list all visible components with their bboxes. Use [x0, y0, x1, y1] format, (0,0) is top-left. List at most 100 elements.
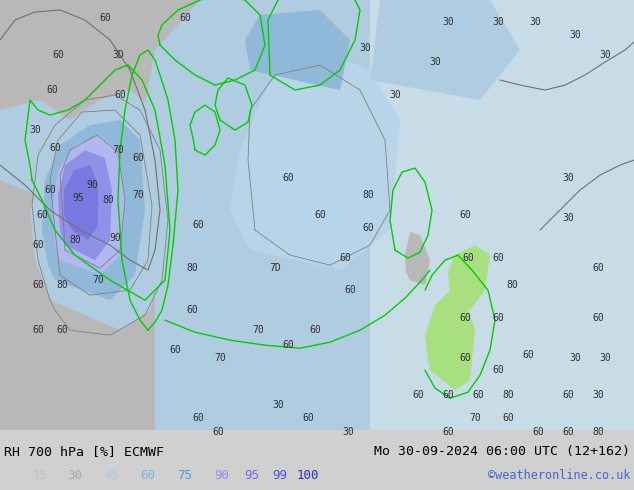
- Text: 60: 60: [562, 390, 574, 400]
- Text: 30: 30: [442, 17, 454, 27]
- Text: 60: 60: [459, 313, 471, 323]
- Text: 70: 70: [92, 275, 104, 285]
- Text: 60: 60: [492, 313, 504, 323]
- Text: 30: 30: [562, 173, 574, 183]
- Polygon shape: [30, 90, 170, 330]
- Text: 60: 60: [339, 253, 351, 263]
- Text: 90: 90: [109, 233, 121, 243]
- Text: 60: 60: [532, 427, 544, 437]
- Polygon shape: [245, 10, 350, 90]
- Text: 70: 70: [469, 413, 481, 423]
- Text: 45: 45: [105, 469, 119, 482]
- Text: 80: 80: [506, 280, 518, 290]
- Text: 60: 60: [522, 350, 534, 360]
- Polygon shape: [0, 0, 634, 430]
- Polygon shape: [140, 0, 370, 430]
- Text: 60: 60: [314, 210, 326, 220]
- Text: 60: 60: [592, 313, 604, 323]
- Text: 60: 60: [186, 305, 198, 315]
- Text: 30: 30: [569, 30, 581, 40]
- Text: 30: 30: [569, 353, 581, 363]
- Text: 80: 80: [102, 195, 114, 205]
- Text: 60: 60: [36, 210, 48, 220]
- Text: 7D: 7D: [269, 263, 281, 273]
- Text: 70: 70: [112, 145, 124, 155]
- Text: 60: 60: [99, 13, 111, 23]
- Text: 30: 30: [272, 400, 284, 410]
- Text: 30: 30: [389, 90, 401, 100]
- Text: 80: 80: [592, 427, 604, 437]
- Text: 80: 80: [362, 190, 374, 200]
- Text: 80: 80: [69, 235, 81, 245]
- Text: 30: 30: [429, 57, 441, 67]
- Text: 60: 60: [32, 325, 44, 335]
- Text: 60: 60: [459, 353, 471, 363]
- Text: 60: 60: [309, 325, 321, 335]
- Text: 60: 60: [442, 427, 454, 437]
- Text: 60: 60: [502, 413, 514, 423]
- Text: 15: 15: [32, 469, 48, 482]
- Text: 60: 60: [459, 210, 471, 220]
- Text: 60: 60: [141, 469, 155, 482]
- Text: 60: 60: [192, 220, 204, 230]
- Text: 60: 60: [492, 365, 504, 375]
- Text: 30: 30: [562, 213, 574, 223]
- Text: 60: 60: [212, 427, 224, 437]
- Text: 60: 60: [114, 90, 126, 100]
- Text: 60: 60: [344, 285, 356, 295]
- Polygon shape: [0, 100, 85, 200]
- Text: 60: 60: [412, 390, 424, 400]
- Text: 60: 60: [362, 223, 374, 233]
- Polygon shape: [370, 0, 634, 430]
- Polygon shape: [42, 120, 145, 300]
- Polygon shape: [52, 135, 125, 275]
- Text: 95: 95: [72, 193, 84, 203]
- Polygon shape: [405, 232, 430, 285]
- Text: 60: 60: [169, 345, 181, 355]
- Text: 70: 70: [252, 325, 264, 335]
- Text: RH 700 hPa [%] ECMWF: RH 700 hPa [%] ECMWF: [4, 445, 164, 458]
- Text: 30: 30: [529, 17, 541, 27]
- Text: 90: 90: [86, 180, 98, 190]
- Text: 60: 60: [46, 85, 58, 95]
- Polygon shape: [448, 245, 490, 310]
- Text: 60: 60: [282, 340, 294, 350]
- Polygon shape: [64, 165, 98, 240]
- Polygon shape: [370, 0, 520, 100]
- Text: 60: 60: [472, 390, 484, 400]
- Text: 99: 99: [273, 469, 287, 482]
- Text: 60: 60: [442, 390, 454, 400]
- Text: 30: 30: [29, 125, 41, 135]
- Text: 30: 30: [492, 17, 504, 27]
- Polygon shape: [230, 50, 400, 270]
- Text: 80: 80: [186, 263, 198, 273]
- Text: 60: 60: [302, 413, 314, 423]
- Text: 60: 60: [192, 413, 204, 423]
- Text: 80: 80: [502, 390, 514, 400]
- Text: 100: 100: [297, 469, 320, 482]
- Text: 60: 60: [56, 325, 68, 335]
- Text: 95: 95: [245, 469, 259, 482]
- Text: ©weatheronline.co.uk: ©weatheronline.co.uk: [488, 469, 630, 482]
- Text: 60: 60: [282, 173, 294, 183]
- Text: 60: 60: [179, 13, 191, 23]
- Text: 30: 30: [342, 427, 354, 437]
- Text: 30: 30: [599, 50, 611, 60]
- Text: 30: 30: [67, 469, 82, 482]
- Text: 3D: 3D: [112, 50, 124, 60]
- Text: 60: 60: [492, 253, 504, 263]
- Text: 60: 60: [32, 280, 44, 290]
- Text: 70: 70: [214, 353, 226, 363]
- Text: 60: 60: [32, 240, 44, 250]
- Text: 60: 60: [52, 50, 64, 60]
- Text: 60: 60: [44, 185, 56, 195]
- Text: 90: 90: [214, 469, 230, 482]
- Text: 60: 60: [592, 263, 604, 273]
- Polygon shape: [425, 290, 475, 390]
- Text: 30: 30: [359, 43, 371, 53]
- Text: 80: 80: [56, 280, 68, 290]
- Text: 30: 30: [599, 353, 611, 363]
- Text: 60: 60: [49, 143, 61, 153]
- Text: 70: 70: [132, 190, 144, 200]
- Text: 60: 60: [562, 427, 574, 437]
